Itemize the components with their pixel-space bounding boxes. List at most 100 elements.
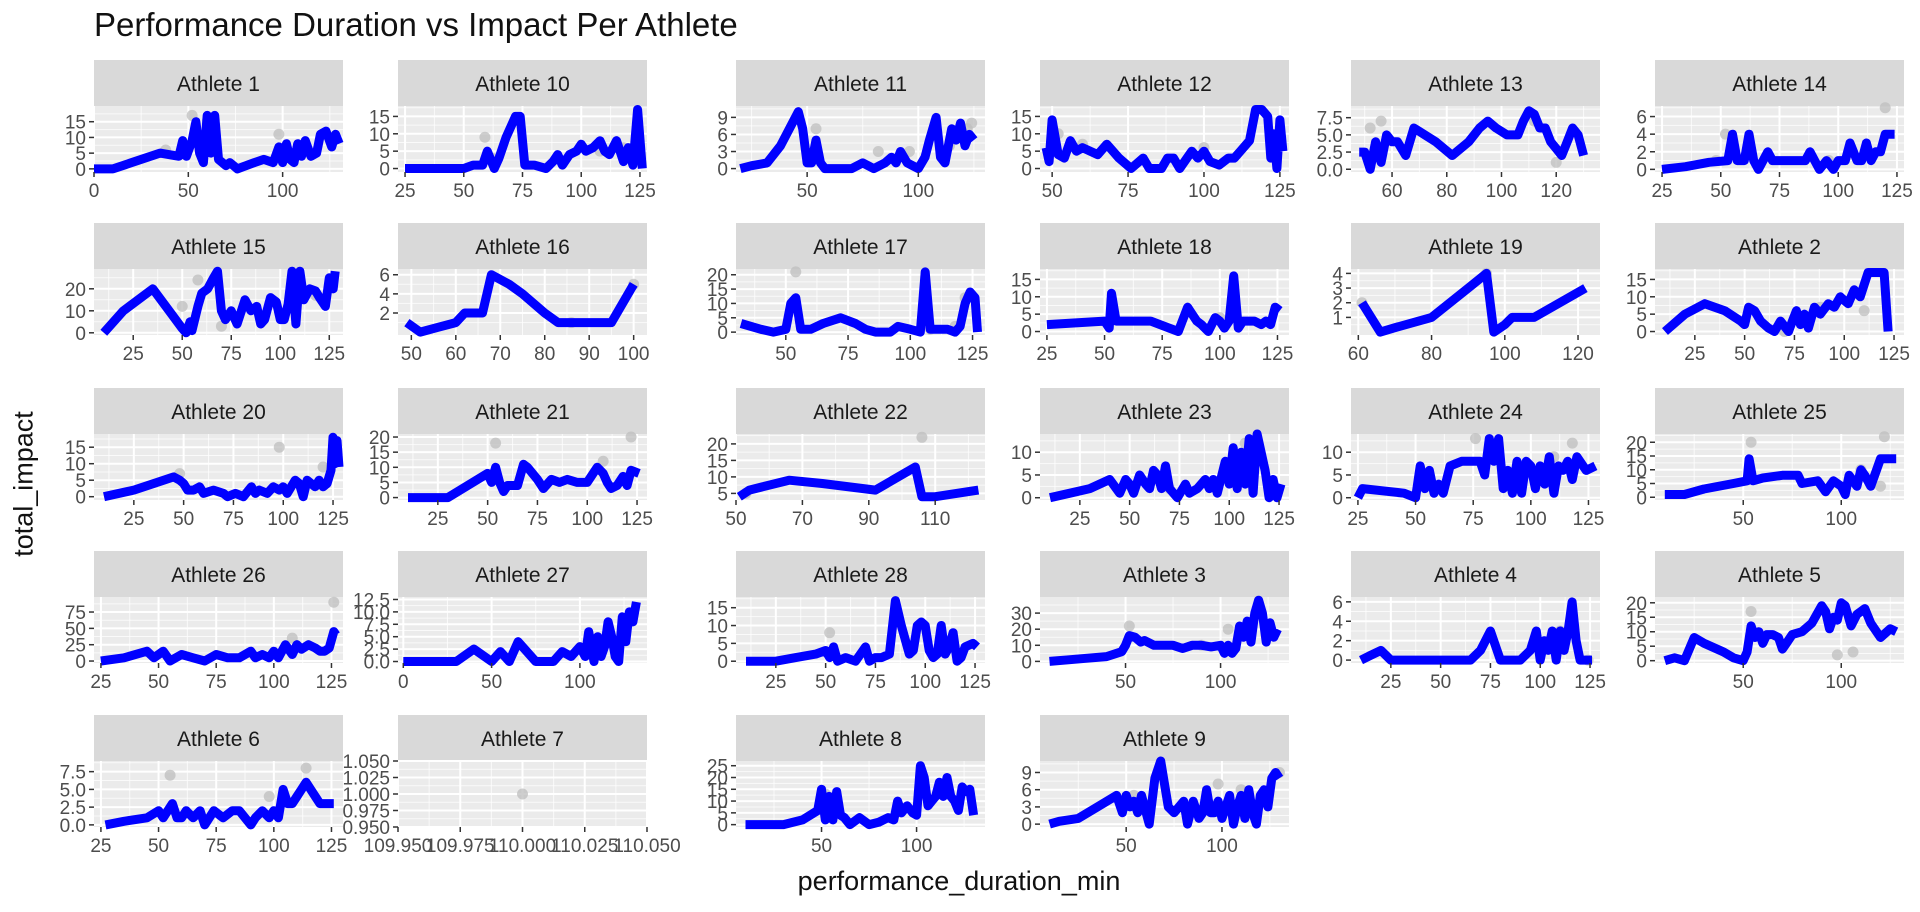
series-line (1662, 268, 1893, 336)
y-tick-label: 5 (75, 471, 86, 492)
x-tick-label: 25 (765, 672, 786, 693)
facet-strip-label: Athlete 16 (475, 236, 570, 259)
y-tick-label: 0 (75, 652, 86, 673)
x-tick-label: 25 (1380, 672, 1401, 693)
data-point (625, 431, 637, 443)
y-tick-label: 20 (65, 280, 86, 301)
y-tick-label: 5 (1636, 305, 1647, 326)
x-tick-label: 80 (1436, 181, 1457, 202)
x-tick-label: 50 (1733, 509, 1754, 530)
y-tick-label: 0 (1021, 652, 1032, 673)
facet-strip (398, 223, 647, 269)
x-tick-label: 50 (477, 509, 498, 530)
x-tick-label: 100 (1489, 344, 1521, 365)
data-point (824, 627, 836, 639)
x-tick-label: 125 (957, 344, 989, 365)
y-tick-label: 15 (1011, 107, 1032, 128)
y-tick-label: 2 (1636, 143, 1647, 164)
x-tick-label: 75 (223, 509, 244, 530)
x-axis-label-wrap: performance_duration_min (0, 866, 1920, 897)
facet-strip-label: Athlete 3 (1123, 564, 1206, 587)
y-tick-label: 0 (75, 324, 86, 345)
y-tick-label: 15 (65, 438, 86, 459)
y-tick-label: 5 (717, 309, 728, 330)
y-tick-label: 6 (379, 266, 390, 287)
x-tick-label: 100 (1213, 509, 1245, 530)
x-tick-label: 100 (1515, 509, 1547, 530)
y-tick-label: 10 (1011, 636, 1032, 657)
y-tick-label: 3 (717, 143, 728, 164)
series-line (1353, 434, 1598, 503)
y-tick-label: 20 (369, 428, 390, 449)
x-tick-label: 75 (527, 509, 548, 530)
facet-strip-label: Athlete 8 (819, 728, 902, 751)
facet-strip (736, 223, 985, 269)
y-tick-label: 9 (1021, 763, 1032, 784)
y-tick-label: 0 (717, 816, 728, 837)
x-tick-label: 50 (178, 181, 199, 202)
y-tick-label: 5.0 (364, 628, 390, 649)
data-point (1878, 431, 1890, 443)
x-tick-label: 75 (1463, 509, 1484, 530)
x-tick-label: 100 (565, 181, 597, 202)
series-line (1661, 129, 1895, 174)
y-tick-label: 0 (1636, 160, 1647, 181)
x-tick-label: 100 (564, 672, 596, 693)
x-tick-label: 110.050 (613, 836, 680, 857)
series-line (405, 105, 647, 173)
x-tick-label: 75 (1784, 344, 1805, 365)
y-tick-label: 12.5 (353, 590, 390, 611)
y-tick-label: 75 (65, 603, 86, 624)
x-tick-label: 125 (624, 181, 656, 202)
y-tick-label: 30 (1011, 604, 1032, 625)
facet-strip (1655, 551, 1904, 597)
facet-strip (1351, 60, 1600, 106)
y-tick-label: 5 (717, 484, 728, 505)
y-tick-label: 5 (1332, 466, 1343, 487)
facet-strip (1351, 551, 1600, 597)
x-tick-label: 60 (1381, 181, 1402, 202)
x-tick-label: 100 (1204, 344, 1236, 365)
y-tick-label: 15 (707, 599, 728, 620)
y-tick-label: 0 (1021, 323, 1032, 344)
x-tick-label: 100 (258, 672, 290, 693)
y-tick-label: 10 (1626, 461, 1647, 482)
x-tick-label: 75 (206, 672, 227, 693)
y-tick-label: 0 (379, 160, 390, 181)
data-point (790, 266, 802, 278)
y-tick-label: 0.0 (364, 653, 390, 674)
facet-strip (94, 223, 343, 269)
facet-strip-label: Athlete 22 (813, 401, 908, 424)
x-tick-label: 50 (725, 509, 746, 530)
y-tick-label: 15 (1626, 447, 1647, 468)
x-tick-label: 125 (1264, 181, 1296, 202)
y-tick-label: 20 (707, 769, 728, 790)
facet-strip-label: Athlete 21 (475, 401, 570, 424)
facet-strip-label: Athlete 26 (171, 564, 266, 587)
y-tick-label: 10.0 (353, 603, 390, 624)
facet-strip-label: Athlete 23 (1117, 401, 1212, 424)
x-tick-label: 125 (1574, 672, 1606, 693)
x-tick-label: 75 (221, 344, 242, 365)
x-tick-label: 75 (1117, 181, 1138, 202)
x-tick-label: 50 (775, 344, 796, 365)
y-tick-label: 0.975 (342, 802, 390, 823)
y-tick-label: 10 (1011, 125, 1032, 146)
facet-strip-label: Athlete 12 (1117, 73, 1212, 96)
x-tick-label: 75 (206, 836, 227, 857)
x-tick-label: 50 (1042, 181, 1063, 202)
series-line (103, 432, 344, 502)
data-point (176, 300, 188, 312)
y-tick-label: 10 (707, 792, 728, 813)
y-tick-label: 4 (1332, 612, 1343, 633)
x-tick-label: 125 (1262, 344, 1294, 365)
series-line (100, 627, 340, 666)
y-tick-label: 3 (1332, 279, 1343, 300)
data-point (1212, 778, 1224, 790)
y-tick-label: 0 (1636, 323, 1647, 344)
y-tick-label: 5 (1636, 637, 1647, 658)
facet-strip-label: Athlete 2 (1738, 236, 1821, 259)
series-line (1046, 271, 1283, 336)
y-tick-label: 10 (369, 458, 390, 479)
y-tick-label: 0 (1332, 489, 1343, 510)
